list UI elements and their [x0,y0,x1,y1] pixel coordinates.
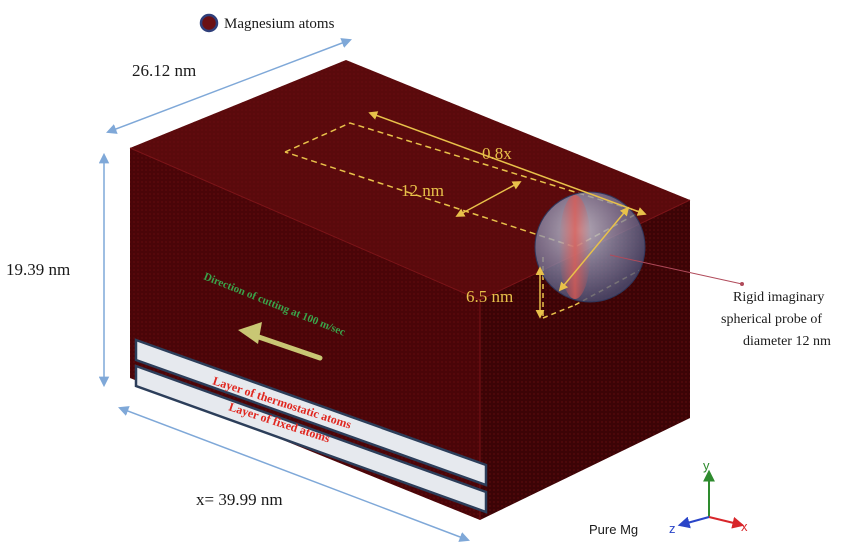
z-axis-label: z [669,521,676,536]
spherical-probe [534,191,646,303]
probe-callout-line-2: spherical probe of [721,312,822,327]
x-axis-arrow [708,516,745,529]
probe-callout-line-1: Rigid imaginary [733,290,824,305]
cut-travel-label: 0.8x [482,144,512,163]
length-dimension-label: x= 39.99 nm [196,490,283,509]
cut-width-label: 12 nm [401,181,444,200]
material-label: Pure Mg [589,522,638,537]
cut-dimension-arrows [368,111,647,319]
cut-depth-label: 6.5 nm [466,287,513,306]
y-axis-label: y [703,458,710,473]
x-axis-label: x [741,519,748,534]
axis-triad: y x z [669,458,748,536]
probe-callout: Rigid imaginary spherical probe of diame… [609,254,831,349]
magnesium-atom-icon [199,13,219,33]
probe-callout-line-3: diameter 12 nm [743,334,831,349]
depth-dimension-label: 26.12 nm [132,61,196,80]
z-axis-arrow [677,516,710,529]
height-dimension-label: 19.39 nm [6,260,70,279]
legend: Magnesium atoms [199,13,335,33]
cutting-direction-arrow [247,331,323,361]
dimension-arrows [98,38,470,542]
legend-label: Magnesium atoms [224,16,335,32]
